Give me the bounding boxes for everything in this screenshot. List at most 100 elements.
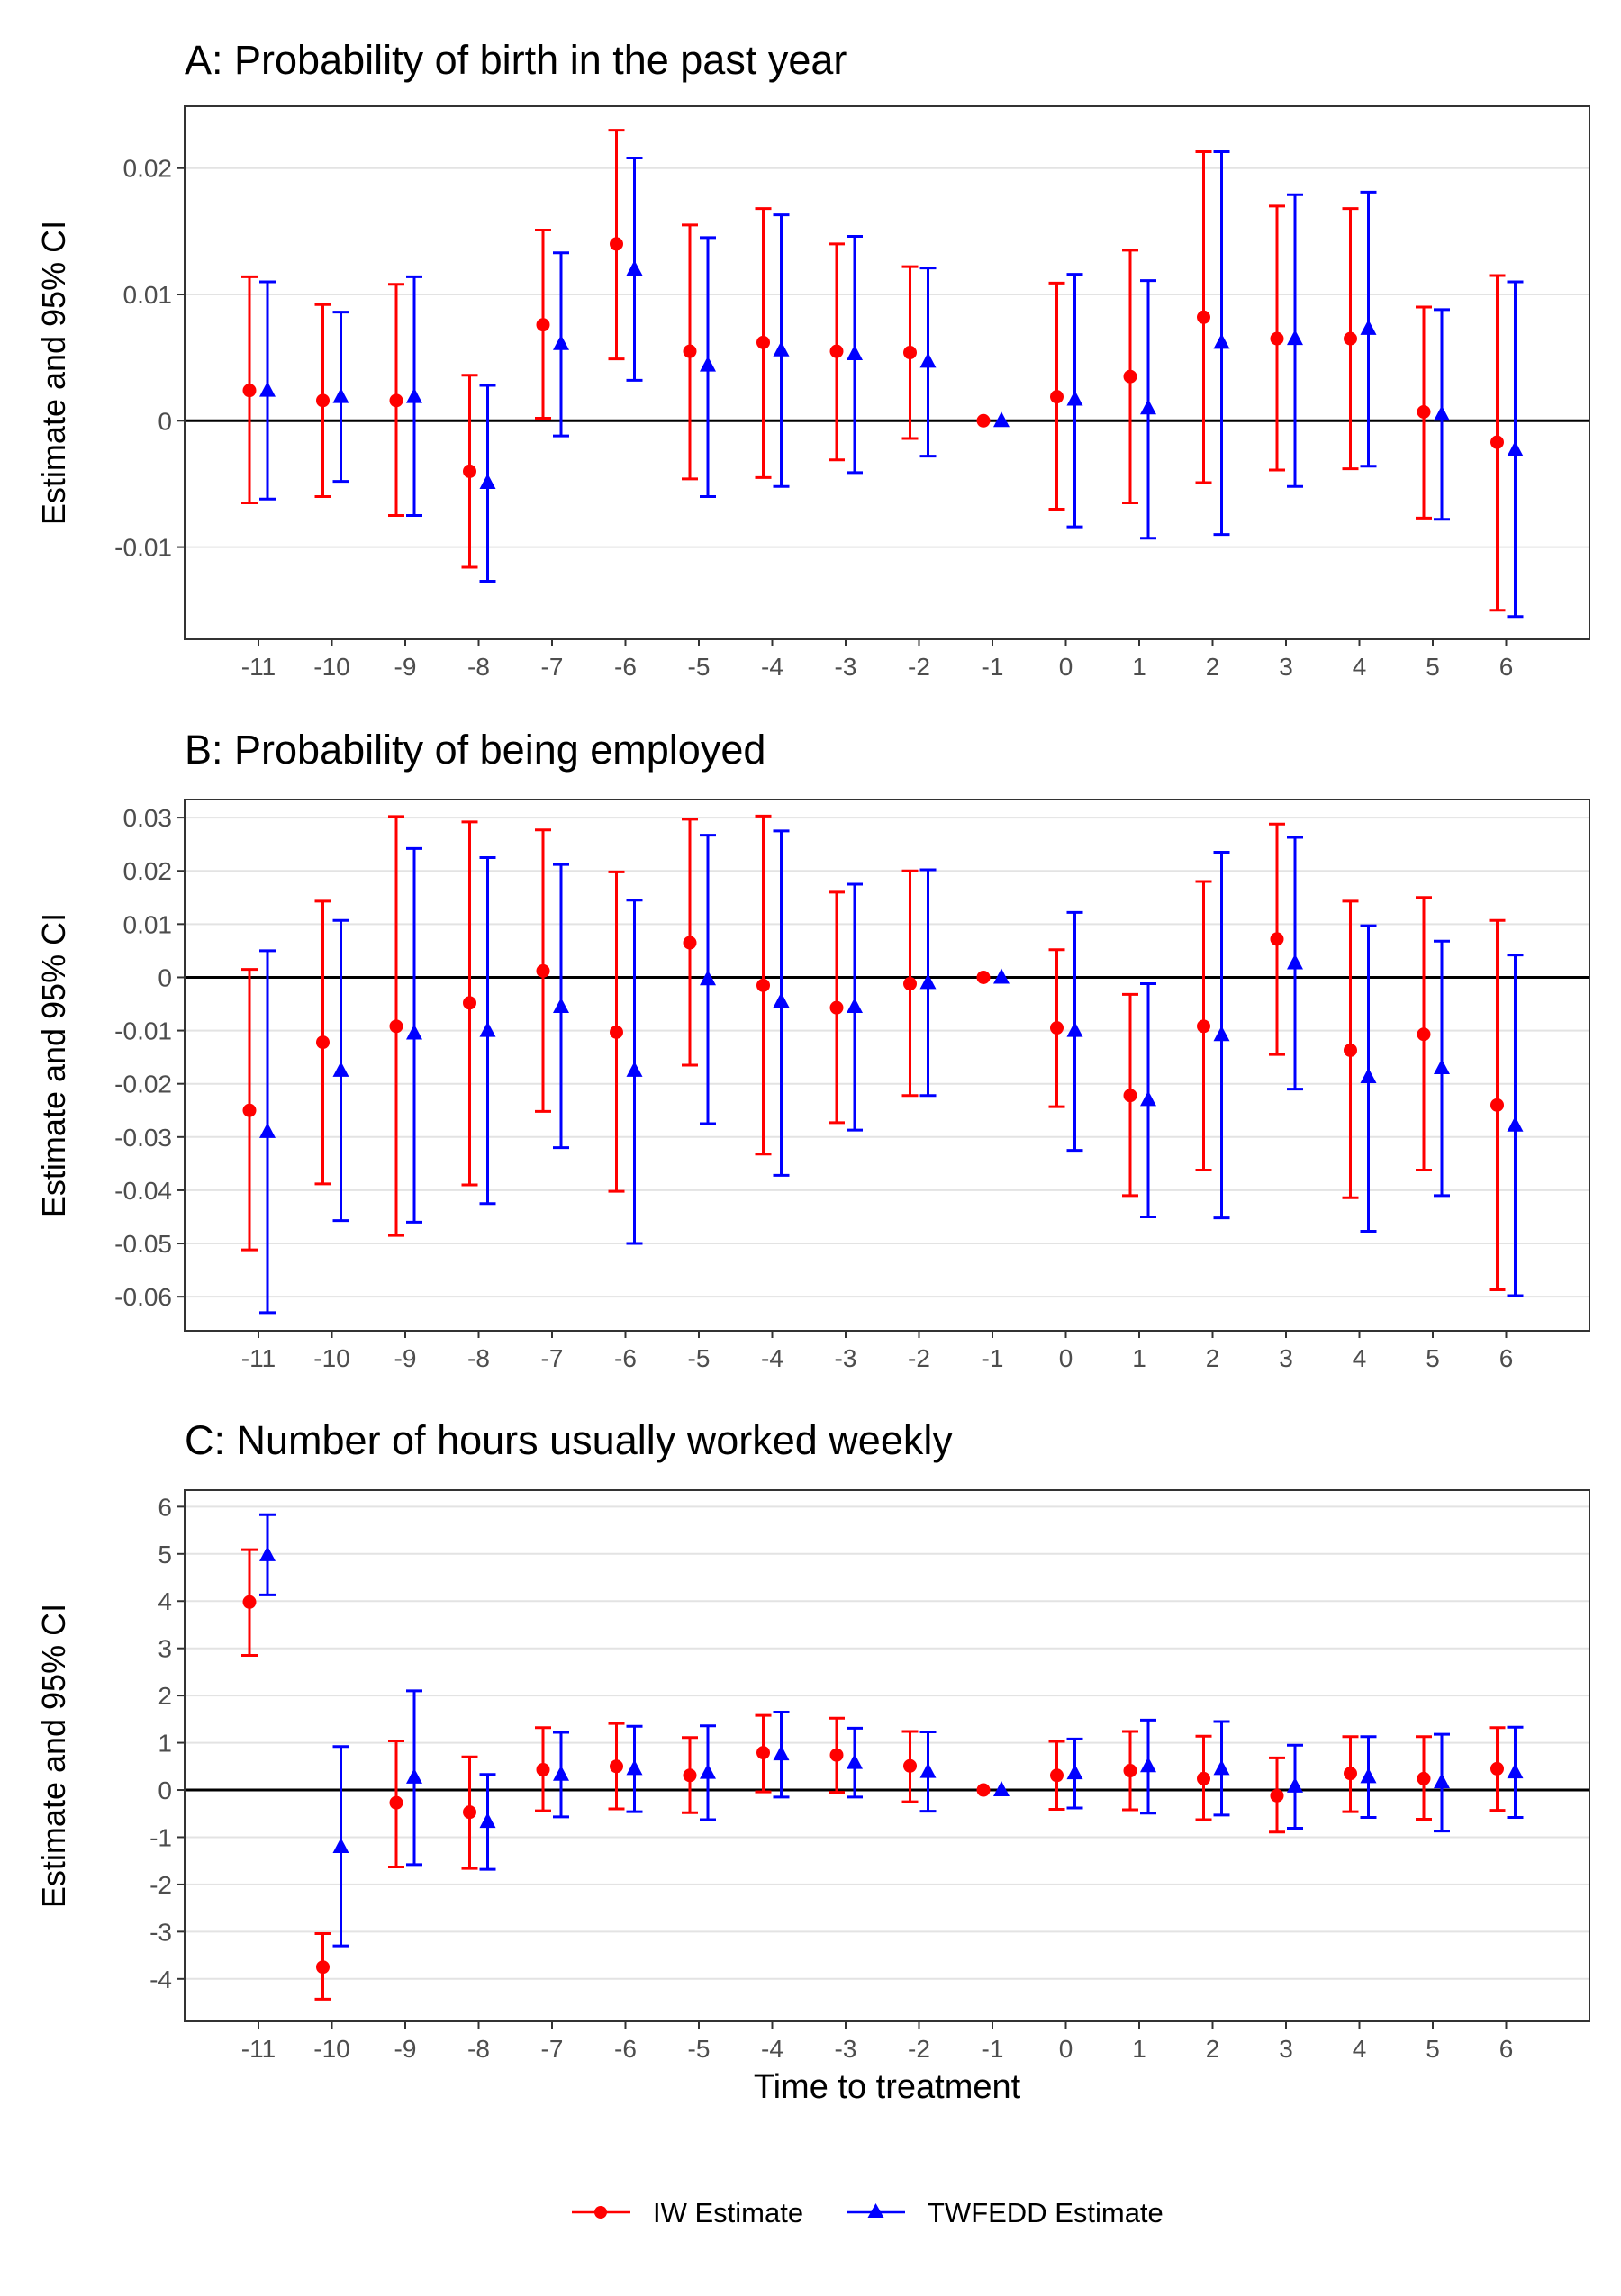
x-tick-label: 2 xyxy=(1206,2035,1220,2063)
point-marker xyxy=(1434,1773,1450,1789)
point-marker xyxy=(1360,1767,1377,1784)
point-marker xyxy=(829,1748,844,1762)
x-tick-label: 3 xyxy=(1279,1344,1293,1372)
x-tick-label: -7 xyxy=(541,1344,564,1372)
x-tick-label: -4 xyxy=(761,2035,783,2063)
point-marker xyxy=(626,1759,643,1776)
y-tick-label: -3 xyxy=(149,1918,172,1946)
panel-border xyxy=(184,799,1590,1332)
point-marker xyxy=(993,1781,1010,1797)
point-marker xyxy=(1123,369,1137,384)
x-tick-label: 5 xyxy=(1426,1344,1440,1372)
point-marker xyxy=(993,411,1010,428)
x-tick-label: -3 xyxy=(835,2035,857,2063)
point-marker xyxy=(829,344,844,358)
point-marker xyxy=(242,1103,257,1117)
point-marker xyxy=(1270,331,1284,346)
point-marker xyxy=(316,1035,330,1050)
x-tick-label: -1 xyxy=(982,653,1004,681)
y-tick-label: -0.04 xyxy=(114,1177,172,1205)
point-marker xyxy=(1434,1058,1450,1074)
y-axis-title: Estimate and 95% CI xyxy=(35,1604,72,1908)
x-tick-label: 0 xyxy=(1059,1344,1073,1372)
x-tick-label: -1 xyxy=(982,2035,1004,2063)
x-tick-label: -8 xyxy=(467,2035,490,2063)
y-tick-label: -0.01 xyxy=(114,1017,172,1045)
point-marker xyxy=(773,992,790,1008)
x-tick-label: -10 xyxy=(313,2035,349,2063)
y-tick-label: -4 xyxy=(149,1966,172,1993)
legend-iw-marker xyxy=(594,2206,607,2219)
series-twfedd xyxy=(259,150,1524,619)
point-marker xyxy=(1050,390,1064,404)
y-tick-label: 0 xyxy=(158,407,172,435)
point-marker xyxy=(1490,1761,1504,1776)
panel-c: C: Number of hours usually worked weekly… xyxy=(35,1417,1590,2106)
legend-twfedd-label: TWFEDD Estimate xyxy=(928,2197,1164,2228)
x-tick-label: -11 xyxy=(241,2035,276,2063)
point-marker xyxy=(976,970,991,984)
x-tick-label: 1 xyxy=(1132,1344,1146,1372)
point-marker xyxy=(389,393,403,408)
x-tick-label: -6 xyxy=(614,1344,637,1372)
point-marker xyxy=(626,259,643,276)
series-twfedd xyxy=(259,1513,1524,1948)
point-marker xyxy=(463,464,476,478)
series-iw xyxy=(241,1548,1506,2001)
point-marker xyxy=(1140,1757,1156,1773)
legend-twfedd-marker xyxy=(867,2203,884,2218)
point-marker xyxy=(259,1545,276,1561)
point-marker xyxy=(1050,1021,1064,1035)
point-marker xyxy=(1287,330,1303,346)
y-tick-label: 0 xyxy=(158,963,172,991)
x-tick-label: -9 xyxy=(394,1344,417,1372)
x-tick-label: -2 xyxy=(908,2035,930,2063)
series-iw xyxy=(241,814,1506,1291)
point-marker xyxy=(610,237,623,251)
point-marker xyxy=(1197,310,1210,324)
x-tick-label: -10 xyxy=(313,1344,349,1372)
x-tick-label: -8 xyxy=(467,1344,490,1372)
point-marker xyxy=(463,1805,476,1820)
x-tick-label: 2 xyxy=(1206,1344,1220,1372)
y-tick-label: -0.05 xyxy=(114,1230,172,1258)
x-tick-label: -2 xyxy=(908,1344,930,1372)
y-tick-label: 2 xyxy=(158,1682,172,1710)
point-marker xyxy=(903,1758,917,1773)
point-marker xyxy=(1360,1068,1377,1084)
point-marker xyxy=(1417,1027,1431,1042)
point-marker xyxy=(479,1021,496,1037)
y-tick-label: 0.01 xyxy=(123,910,173,938)
point-marker xyxy=(536,963,550,978)
point-marker xyxy=(1213,1759,1230,1776)
x-tick-label: -9 xyxy=(394,2035,417,2063)
x-tick-label: 0 xyxy=(1059,2035,1073,2063)
point-marker xyxy=(389,1019,403,1034)
x-tick-label: 2 xyxy=(1206,653,1220,681)
legend-iw-label: IW Estimate xyxy=(653,2197,803,2228)
point-marker xyxy=(1344,1767,1357,1781)
point-marker xyxy=(1270,932,1284,946)
point-marker xyxy=(903,977,917,991)
point-marker xyxy=(1270,1788,1284,1803)
point-marker xyxy=(756,978,770,992)
point-marker xyxy=(536,318,550,332)
point-marker xyxy=(1344,331,1357,346)
point-marker xyxy=(259,381,276,397)
point-marker xyxy=(1197,1771,1210,1785)
x-tick-label: -8 xyxy=(467,653,490,681)
point-marker xyxy=(919,1762,937,1778)
point-marker xyxy=(463,996,476,1010)
panel-a: A: Probability of birth in the past year… xyxy=(35,37,1590,681)
point-marker xyxy=(1140,399,1156,415)
x-tick-label: -5 xyxy=(688,2035,711,2063)
point-marker xyxy=(1417,404,1431,419)
y-tick-label: 0.03 xyxy=(123,804,173,832)
point-marker xyxy=(332,1837,349,1853)
x-tick-label: -4 xyxy=(761,653,783,681)
point-marker xyxy=(332,1061,349,1077)
x-tick-label: -9 xyxy=(394,653,417,681)
x-tick-label: -1 xyxy=(982,1344,1004,1372)
point-marker xyxy=(242,1595,257,1609)
